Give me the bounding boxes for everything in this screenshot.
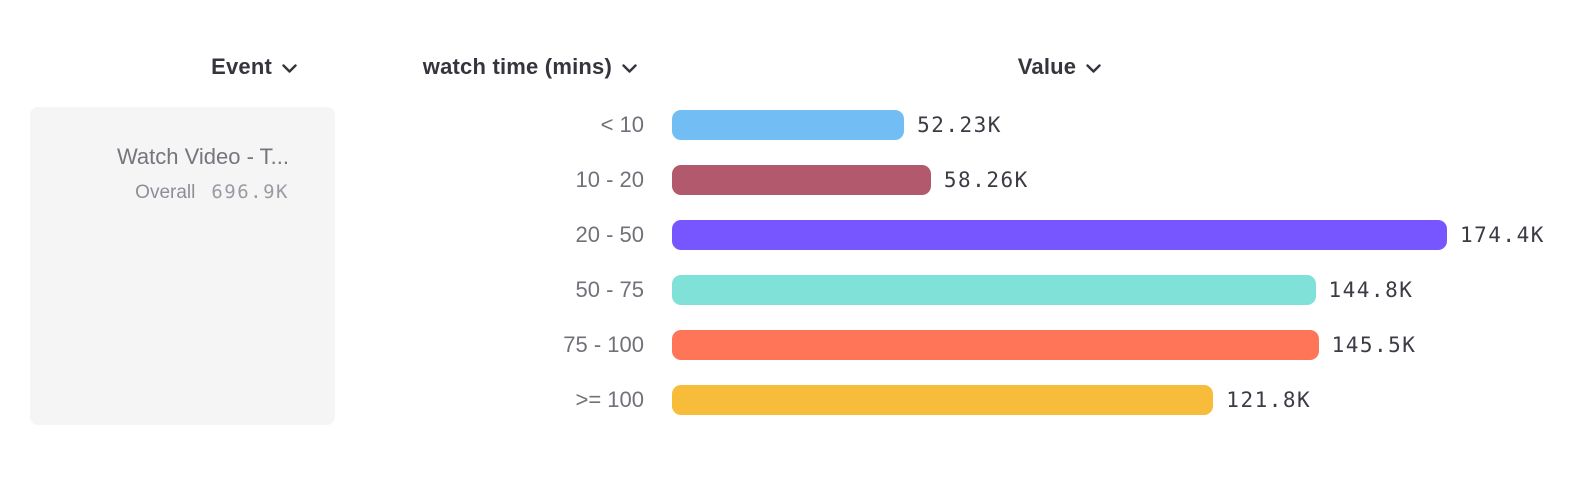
bar-track: 145.5K xyxy=(672,330,1584,360)
bar-track: 52.23K xyxy=(672,110,1584,140)
value-label: 121.8K xyxy=(1226,388,1312,412)
category-label: >= 100 xyxy=(575,387,644,412)
chart-row: >= 100 121.8K xyxy=(0,385,1584,415)
chart-row: 20 - 50 174.4K xyxy=(0,220,1584,250)
value-label: 52.23K xyxy=(917,113,1002,137)
chevron-down-icon xyxy=(1086,64,1101,73)
chevron-down-icon xyxy=(282,64,297,73)
column-header-event-label: Event xyxy=(211,54,272,79)
chart-row: 75 - 100 145.5K xyxy=(0,330,1584,360)
overall-row: Overall 696.9K xyxy=(30,181,289,204)
overall-label: Overall xyxy=(135,182,196,203)
bar[interactable] xyxy=(672,220,1447,250)
category-label: 50 - 75 xyxy=(575,277,645,302)
value-label: 144.8K xyxy=(1328,278,1414,302)
value-label: 58.26K xyxy=(943,168,1029,192)
chart-row: 10 - 20 58.26K xyxy=(0,165,1584,195)
category-label: 10 - 20 xyxy=(575,167,645,192)
category-label: 75 - 100 xyxy=(563,332,644,357)
event-panel[interactable]: Watch Video - T... Overall 696.9K xyxy=(30,107,335,425)
column-header-value[interactable]: Value xyxy=(672,53,1447,81)
chart-row: 50 - 75 144.8K xyxy=(0,275,1584,305)
overall-value: 696.9K xyxy=(211,181,289,203)
event-name: Watch Video - T... xyxy=(116,144,289,169)
bar[interactable] xyxy=(672,330,1319,360)
bar[interactable] xyxy=(672,385,1214,415)
column-header-event[interactable]: Event xyxy=(0,53,297,81)
column-header-value-label: Value xyxy=(1017,54,1077,79)
bar-track: 121.8K xyxy=(672,385,1584,415)
category-label: 20 - 50 xyxy=(575,222,645,247)
bar-track: 144.8K xyxy=(672,275,1584,305)
bar[interactable] xyxy=(672,275,1316,305)
category-label: < 10 xyxy=(600,112,644,137)
value-label: 174.4K xyxy=(1460,223,1545,247)
bar[interactable] xyxy=(672,110,905,140)
bar-track: 58.26K xyxy=(672,165,1584,195)
column-header-breakdown-label: watch time (mins) xyxy=(422,54,612,79)
column-header-breakdown[interactable]: watch time (mins) xyxy=(300,53,637,81)
chevron-down-icon xyxy=(622,64,637,73)
value-label: 145.5K xyxy=(1331,333,1417,357)
bar-chart: < 10 52.23K 10 - 20 58.26K 20 - 50 174.4K 50 -… xyxy=(0,110,1584,415)
chart-row: < 10 52.23K xyxy=(0,110,1584,140)
bar[interactable] xyxy=(672,165,931,195)
bar-track: 174.4K xyxy=(672,220,1584,250)
